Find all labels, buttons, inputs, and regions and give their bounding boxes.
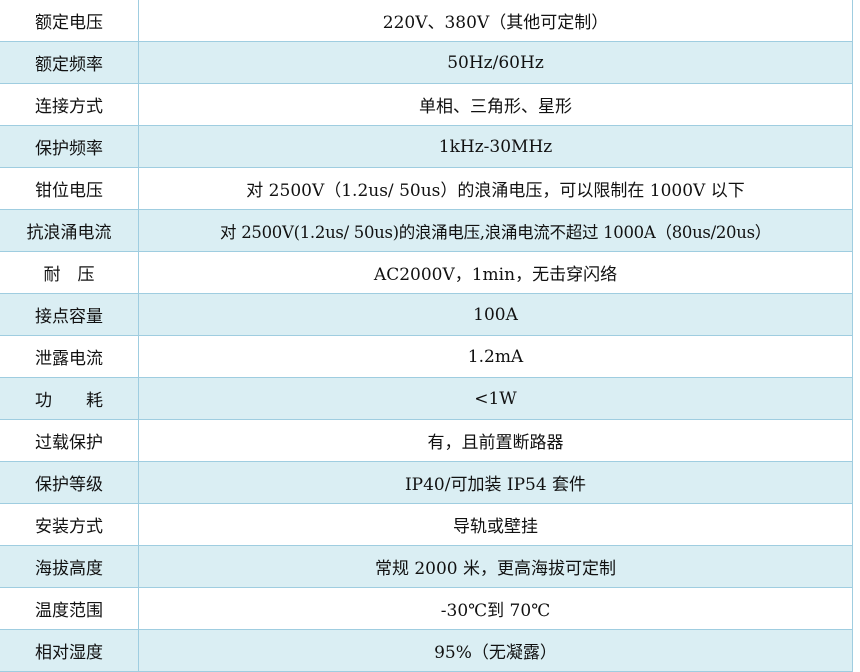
spec-label: 连接方式 bbox=[0, 83, 139, 126]
table-row: 温度范围 -30℃到 70℃ bbox=[0, 587, 853, 630]
table-row: 保护频率 1kHz-30MHz bbox=[0, 125, 853, 168]
spec-value: 常规 2000 米，更高海拔可定制 bbox=[138, 545, 853, 588]
spec-label: 安装方式 bbox=[0, 503, 139, 546]
spec-value: 单相、三角形、星形 bbox=[138, 83, 853, 126]
spec-label: 功 耗 bbox=[0, 377, 139, 420]
table-row: 功 耗 <1W bbox=[0, 377, 853, 420]
spec-label: 额定频率 bbox=[0, 41, 139, 84]
spec-value: AC2000V，1min，无击穿闪络 bbox=[138, 251, 853, 294]
table-row: 泄露电流 1.2mA bbox=[0, 335, 853, 378]
spec-value: 1.2mA bbox=[138, 335, 853, 378]
table-row: 钳位电压对 2500V（1.2us/ 50us）的浪涌电压，可以限制在 1000… bbox=[0, 167, 853, 210]
spec-label: 泄露电流 bbox=[0, 335, 139, 378]
spec-value: 95%（无凝露） bbox=[138, 629, 853, 672]
spec-value: -30℃到 70℃ bbox=[138, 587, 853, 630]
table-row: 安装方式 导轨或壁挂 bbox=[0, 503, 853, 546]
table-row: 相对湿度 95%（无凝露） bbox=[0, 629, 853, 672]
spec-label: 相对湿度 bbox=[0, 629, 139, 672]
table-row: 海拔高度 常规 2000 米，更高海拔可定制 bbox=[0, 545, 853, 588]
table-row: 额定电压 220V、380V（其他可定制） bbox=[0, 0, 853, 42]
spec-value: 导轨或壁挂 bbox=[138, 503, 853, 546]
spec-value: 对 2500V(1.2us/ 50us)的浪涌电压,浪涌电流不超过 1000A（… bbox=[138, 209, 853, 252]
spec-label: 海拔高度 bbox=[0, 545, 139, 588]
spec-label: 额定电压 bbox=[0, 0, 139, 42]
spec-value: 1kHz-30MHz bbox=[138, 125, 853, 168]
spec-value: 100A bbox=[138, 293, 853, 336]
spec-value: 对 2500V（1.2us/ 50us）的浪涌电压，可以限制在 1000V 以下 bbox=[138, 167, 853, 210]
table-row: 抗浪涌电流对 2500V(1.2us/ 50us)的浪涌电压,浪涌电流不超过 1… bbox=[0, 209, 853, 252]
table-row: 额定频率 50Hz/60Hz bbox=[0, 41, 853, 84]
table-row: 耐 压 AC2000V，1min，无击穿闪络 bbox=[0, 251, 853, 294]
table-row: 接点容量 100A bbox=[0, 293, 853, 336]
table-row: 保护等级 IP40/可加装 IP54 套件 bbox=[0, 461, 853, 504]
spec-value: 50Hz/60Hz bbox=[138, 41, 853, 84]
spec-label: 保护等级 bbox=[0, 461, 139, 504]
spec-label: 温度范围 bbox=[0, 587, 139, 630]
spec-label: 抗浪涌电流 bbox=[0, 209, 139, 252]
spec-value: IP40/可加装 IP54 套件 bbox=[138, 461, 853, 504]
spec-label: 耐 压 bbox=[0, 251, 139, 294]
spec-label: 保护频率 bbox=[0, 125, 139, 168]
spec-label: 接点容量 bbox=[0, 293, 139, 336]
spec-label: 过载保护 bbox=[0, 419, 139, 462]
spec-label: 钳位电压 bbox=[0, 167, 139, 210]
table-row: 过载保护 有，且前置断路器 bbox=[0, 419, 853, 462]
spec-value: 有，且前置断路器 bbox=[138, 419, 853, 462]
spec-value: 220V、380V（其他可定制） bbox=[138, 0, 853, 42]
table-row: 连接方式 单相、三角形、星形 bbox=[0, 83, 853, 126]
spec-value: <1W bbox=[138, 377, 853, 420]
